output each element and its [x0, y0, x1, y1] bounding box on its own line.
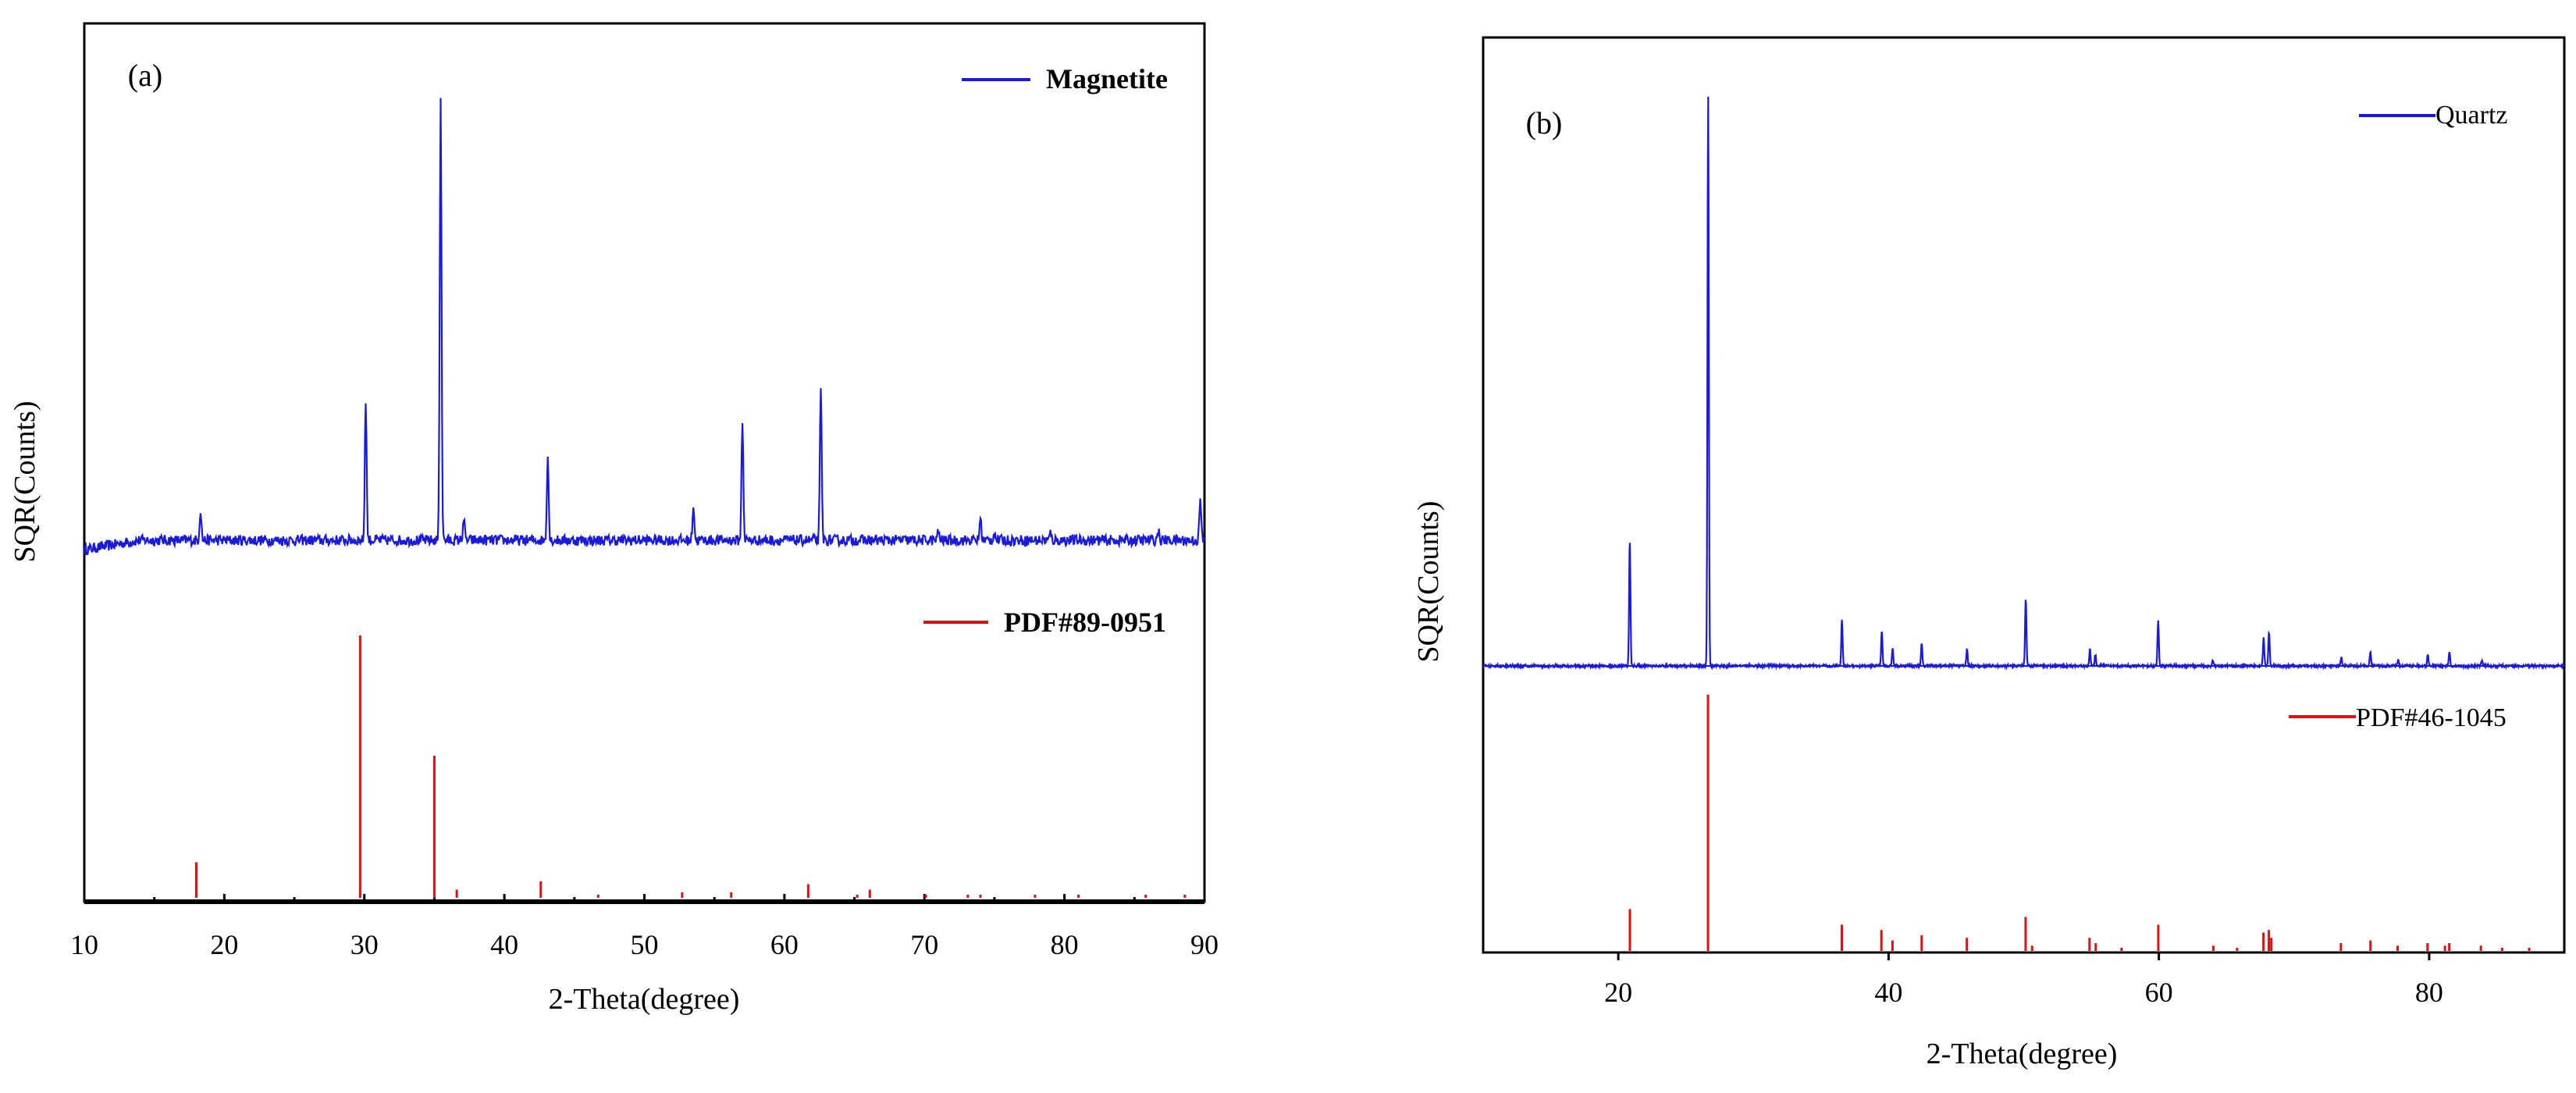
panel-b-x-tick-label: 20	[1604, 977, 1632, 1008]
panel-b-x-tick-label: 60	[2145, 977, 2173, 1008]
panel-b-quartz-chart: 20 40 60 80 2-Theta(degree) SQR(Counts) (b) Qua…	[1412, 36, 2566, 1070]
panel-a-tag: (a)	[128, 58, 162, 93]
panel-b-legend-sample-label: Quartz	[2435, 101, 2508, 130]
panel-b-legend-reference-label: PDF#46-1045	[2356, 703, 2507, 732]
panel-b-y-axis-title: SQR(Counts)	[1412, 501, 1445, 663]
panel-b-series-quartz-line	[1482, 96, 2565, 671]
panel-a-series-magnetite-line	[83, 98, 1206, 556]
panel-a-plot-frame	[83, 22, 1206, 903]
panel-a-x-tick-label: 40	[490, 929, 518, 960]
panel-a-x-tick-label: 60	[770, 929, 799, 960]
panel-a-x-tick-label: 10	[70, 929, 98, 960]
panel-a-x-tick-label: 50	[631, 929, 659, 960]
panel-a-y-axis-title: SQR(Counts)	[9, 401, 41, 563]
panel-b-plot-frame	[1482, 36, 2566, 954]
panel-a-x-tick-label: 30	[350, 929, 379, 960]
panel-b-x-tick-label: 40	[1874, 977, 1902, 1008]
panel-b-x-tick-label: 80	[2415, 977, 2443, 1008]
panel-b-x-axis-title: 2-Theta(degree)	[1927, 1038, 2118, 1070]
panel-a-legend-sample-label: Magnetite	[1046, 63, 1168, 94]
panel-b-tag: (b)	[1526, 105, 1563, 141]
panel-a-x-tick-label: 70	[910, 929, 938, 960]
panel-a-x-tick-label: 20	[210, 929, 238, 960]
panel-a-x-tick-label: 90	[1190, 929, 1219, 960]
panel-a-x-tick-label: 80	[1051, 929, 1079, 960]
panel-a-legend-reference-label: PDF#89-0951	[1004, 607, 1166, 638]
panel-a-x-axis-title: 2-Theta(degree)	[549, 983, 740, 1016]
panel-a-magnetite-chart: 10 20 30 40 50 60 70 80 90 2-Theta(degree) SQR(Cou…	[9, 22, 1219, 1016]
